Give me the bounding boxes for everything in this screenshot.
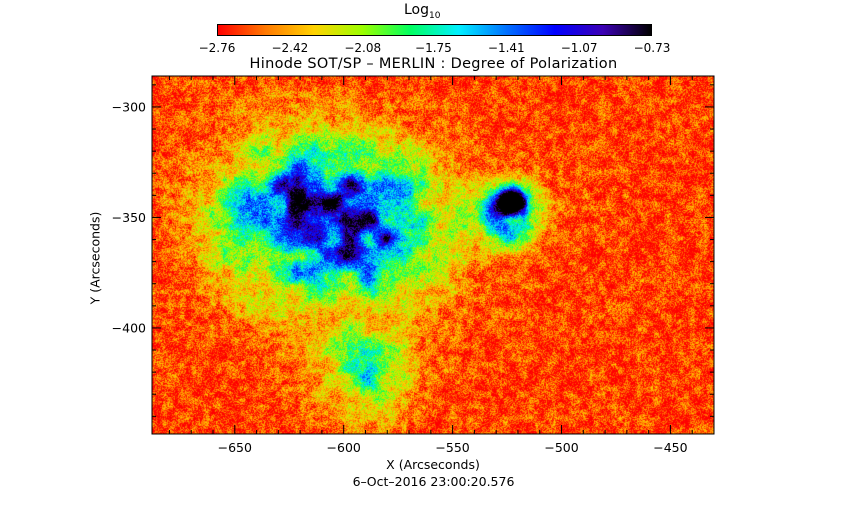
chart-title: Hinode SOT/SP – MERLIN : Degree of Polar… [249, 56, 618, 72]
y-tick-label: −350 [112, 210, 146, 225]
y-tick-label: −400 [112, 320, 146, 335]
observation-timestamp: 6–Oct–2016 23:00:20.576 [352, 474, 515, 489]
colorbar [217, 24, 652, 36]
colorbar-tick-label: −2.76 [198, 41, 236, 55]
colorbar-tick-label: −2.08 [344, 41, 382, 55]
colorbar-label-subscript: 10 [429, 10, 441, 21]
x-tick-label: −450 [653, 440, 687, 455]
plot-frame [151, 75, 715, 435]
x-tick-label: −500 [544, 440, 578, 455]
y-tick-label: −300 [112, 99, 146, 114]
colorbar-title: Log10 [404, 2, 440, 21]
x-tick-label: −650 [218, 440, 252, 455]
colorbar-label: Log [404, 2, 430, 18]
y-axis-label: Y (Arcseconds) [87, 211, 103, 305]
colorbar-tick-label: −1.75 [415, 41, 452, 55]
x-axis-label: X (Arcseconds) [386, 457, 480, 472]
colorbar-tick-label: −0.73 [633, 41, 671, 55]
colorbar-tick-label: −1.07 [560, 41, 598, 55]
x-tick-label: −600 [327, 440, 361, 455]
colorbar-tick-label: −2.42 [271, 41, 309, 55]
x-tick-label: −550 [435, 440, 469, 455]
polarization-heatmap [152, 76, 714, 434]
colorbar-tick-label: −1.41 [487, 41, 525, 55]
